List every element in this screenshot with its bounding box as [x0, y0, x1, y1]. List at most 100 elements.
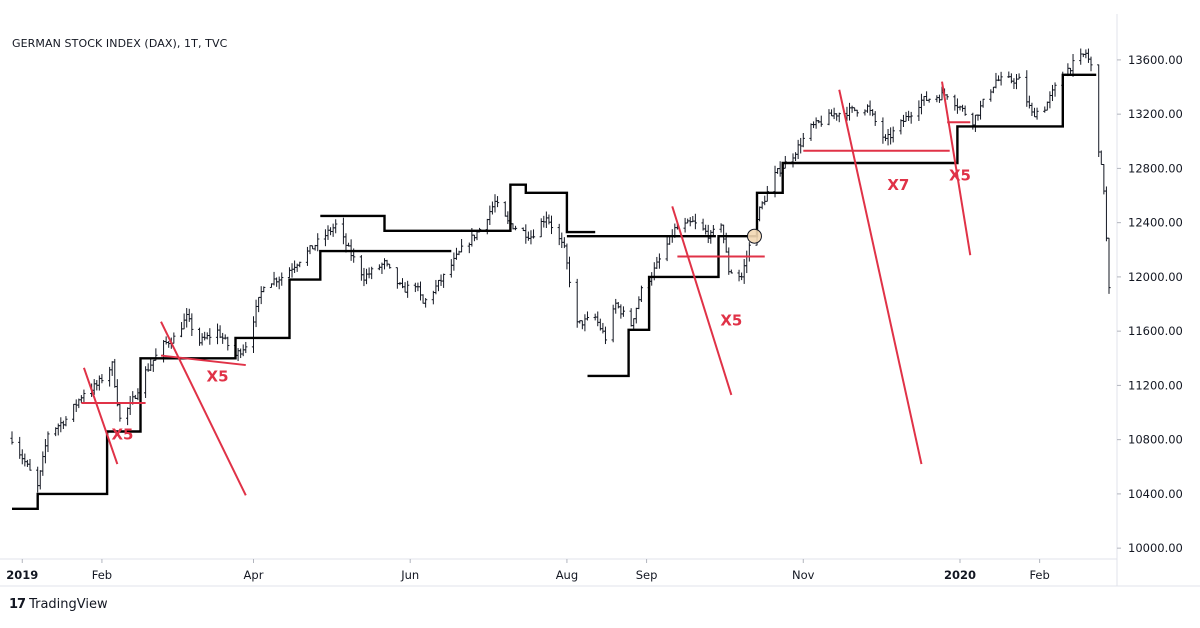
price-bar: [79, 395, 83, 403]
price-bar: [36, 466, 40, 493]
price-bar: [25, 459, 30, 467]
price-bar: [557, 223, 561, 246]
price-bar: [1071, 54, 1075, 77]
price-bar: [835, 113, 839, 121]
multiplier-annotation: X5: [111, 426, 133, 444]
price-bar: [855, 109, 859, 117]
price-bar: [763, 195, 767, 206]
price-bar: [179, 322, 184, 338]
x-tick-label: Feb: [92, 568, 112, 582]
price-bar: [367, 267, 371, 279]
price-bar: [745, 250, 749, 274]
price-bar: [406, 280, 410, 298]
price-bar: [136, 388, 140, 401]
price-bar: [1086, 48, 1091, 63]
price-bar: [513, 225, 518, 231]
x-tick-label: Apr: [244, 568, 264, 582]
price-bar: [881, 117, 885, 144]
price-bar: [1009, 73, 1013, 84]
tradingview-brand[interactable]: 17 TradingView: [9, 597, 108, 612]
price-bar: [488, 205, 492, 226]
price-bar: [203, 331, 207, 341]
price-bar: [621, 306, 626, 317]
price-bar: [334, 219, 338, 234]
price-bar: [74, 399, 78, 412]
price-bar: [973, 114, 978, 132]
price-bar: [657, 253, 662, 269]
price-bar: [41, 451, 45, 476]
price-bar: [64, 416, 68, 427]
price-bar: [583, 314, 587, 332]
price-bar: [421, 294, 425, 304]
price-bar: [331, 223, 335, 237]
price-bar: [226, 336, 230, 351]
price-bar: [503, 201, 507, 217]
price-bar: [722, 224, 726, 244]
price-bar: [737, 269, 741, 282]
multiplier-annotation: X7: [887, 176, 909, 194]
y-tick-label: 12800.00: [1128, 161, 1183, 175]
price-bar: [616, 302, 620, 309]
price-bar: [1097, 64, 1101, 157]
price-bar: [650, 272, 654, 286]
price-bar: [100, 374, 104, 384]
price-bar: [323, 229, 328, 247]
price-bar: [601, 322, 605, 334]
multiplier-annotation: X5: [949, 167, 971, 185]
price-bar: [128, 395, 132, 415]
price-bar: [118, 403, 122, 422]
price-bar: [1053, 82, 1057, 97]
price-bar: [524, 224, 528, 244]
price-bar: [758, 206, 762, 222]
price-bar: [917, 100, 921, 121]
price-bar: [1104, 186, 1109, 242]
price-bar: [1017, 73, 1021, 80]
price-bar: [18, 436, 22, 459]
price-bar: [1027, 95, 1031, 109]
price-bar: [200, 333, 204, 346]
price-bar: [634, 307, 638, 324]
price-bar: [28, 458, 32, 471]
price-bar: [113, 358, 117, 388]
price-bar: [989, 89, 993, 102]
price-bar: [814, 117, 818, 129]
price-bar: [1014, 74, 1019, 90]
price-bar: [1043, 106, 1047, 113]
price-bar: [981, 98, 985, 108]
x-tick-label: Sep: [636, 568, 658, 582]
y-tick-label: 11200.00: [1128, 378, 1183, 392]
price-bar: [827, 109, 831, 126]
price-bar: [449, 259, 453, 278]
price-bar: [1030, 102, 1034, 116]
price-bar: [711, 225, 715, 237]
price-bar: [43, 438, 47, 464]
y-tick-label: 11600.00: [1128, 324, 1183, 338]
price-bar: [316, 233, 320, 252]
y-tick-label: 10000.00: [1128, 541, 1183, 555]
price-bar: [10, 431, 14, 445]
price-bar: [796, 139, 800, 160]
price-bar: [603, 326, 608, 345]
price-bar: [544, 211, 548, 228]
price-bar: [326, 225, 330, 240]
price-bar: [531, 229, 536, 239]
x-tick-label: Feb: [1029, 568, 1049, 582]
price-bar: [837, 112, 841, 123]
price-bar: [38, 470, 42, 490]
price-bar: [143, 366, 148, 398]
price-bar: [999, 71, 1003, 86]
price-bar: [1102, 163, 1106, 195]
price-bar: [809, 123, 813, 141]
trendline: [82, 367, 119, 465]
price-bar: [20, 449, 24, 465]
price-bar: [239, 348, 243, 359]
price-bar: [254, 299, 258, 328]
y-tick-label: 12000.00: [1128, 270, 1183, 284]
price-bar: [370, 266, 374, 280]
price-bar: [1032, 107, 1037, 118]
price-bar: [280, 272, 284, 286]
marker-circle: [746, 228, 762, 244]
price-bar: [1099, 150, 1103, 165]
price-bar: [418, 281, 423, 301]
